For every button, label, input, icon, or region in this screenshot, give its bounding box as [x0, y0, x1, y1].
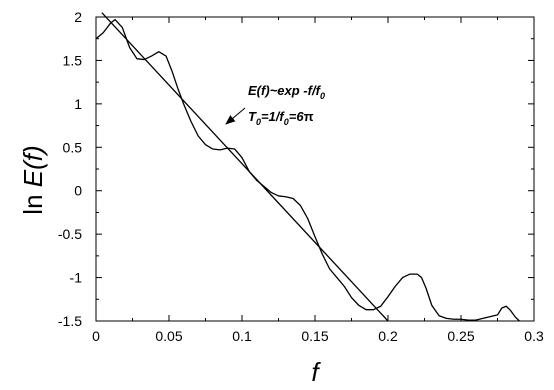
y-tick-label: 0.5: [63, 139, 83, 155]
x-tick-label: 0.3: [524, 328, 544, 344]
y-tick-label: -1: [70, 270, 83, 286]
annotation-line-1: E(f)~exp -f/f0: [248, 83, 325, 101]
x-tick-label: 0.05: [155, 328, 182, 344]
x-axis-label: f: [311, 357, 321, 387]
y-tick-label: 1: [74, 96, 82, 112]
x-tick-label: 0: [92, 328, 100, 344]
series-layer: [95, 12, 520, 322]
y-tick-label: -1.5: [58, 313, 82, 329]
annotation: E(f)~exp -f/f0 T0=1/f0=6π: [225, 83, 325, 127]
y-tick-label: 0: [74, 183, 82, 199]
x-tick-label: 0.25: [447, 328, 474, 344]
plot-frame: [95, 16, 535, 322]
annotation-arrow: [225, 107, 246, 125]
spectrum-curve: [95, 18, 520, 322]
x-tick-label: 0.2: [378, 328, 398, 344]
y-tick-label: 1.5: [63, 52, 83, 68]
annotation-line-2: T0=1/f0=6π: [248, 109, 314, 127]
axis-ticks: 0 0.05 0.1 0.15 0.2 0.25 0.3 -1.5 -1 -0.5 0 0.5 1 1.5…: [58, 9, 544, 344]
y-axis-label: ln E(f): [18, 145, 48, 214]
y-tick-label: 2: [74, 9, 82, 25]
y-tick-label: -0.5: [58, 226, 82, 242]
x-tick-label: 0.1: [232, 328, 252, 344]
x-tick-label: 0.15: [301, 328, 328, 344]
exponential-fit-line: [101, 12, 389, 322]
